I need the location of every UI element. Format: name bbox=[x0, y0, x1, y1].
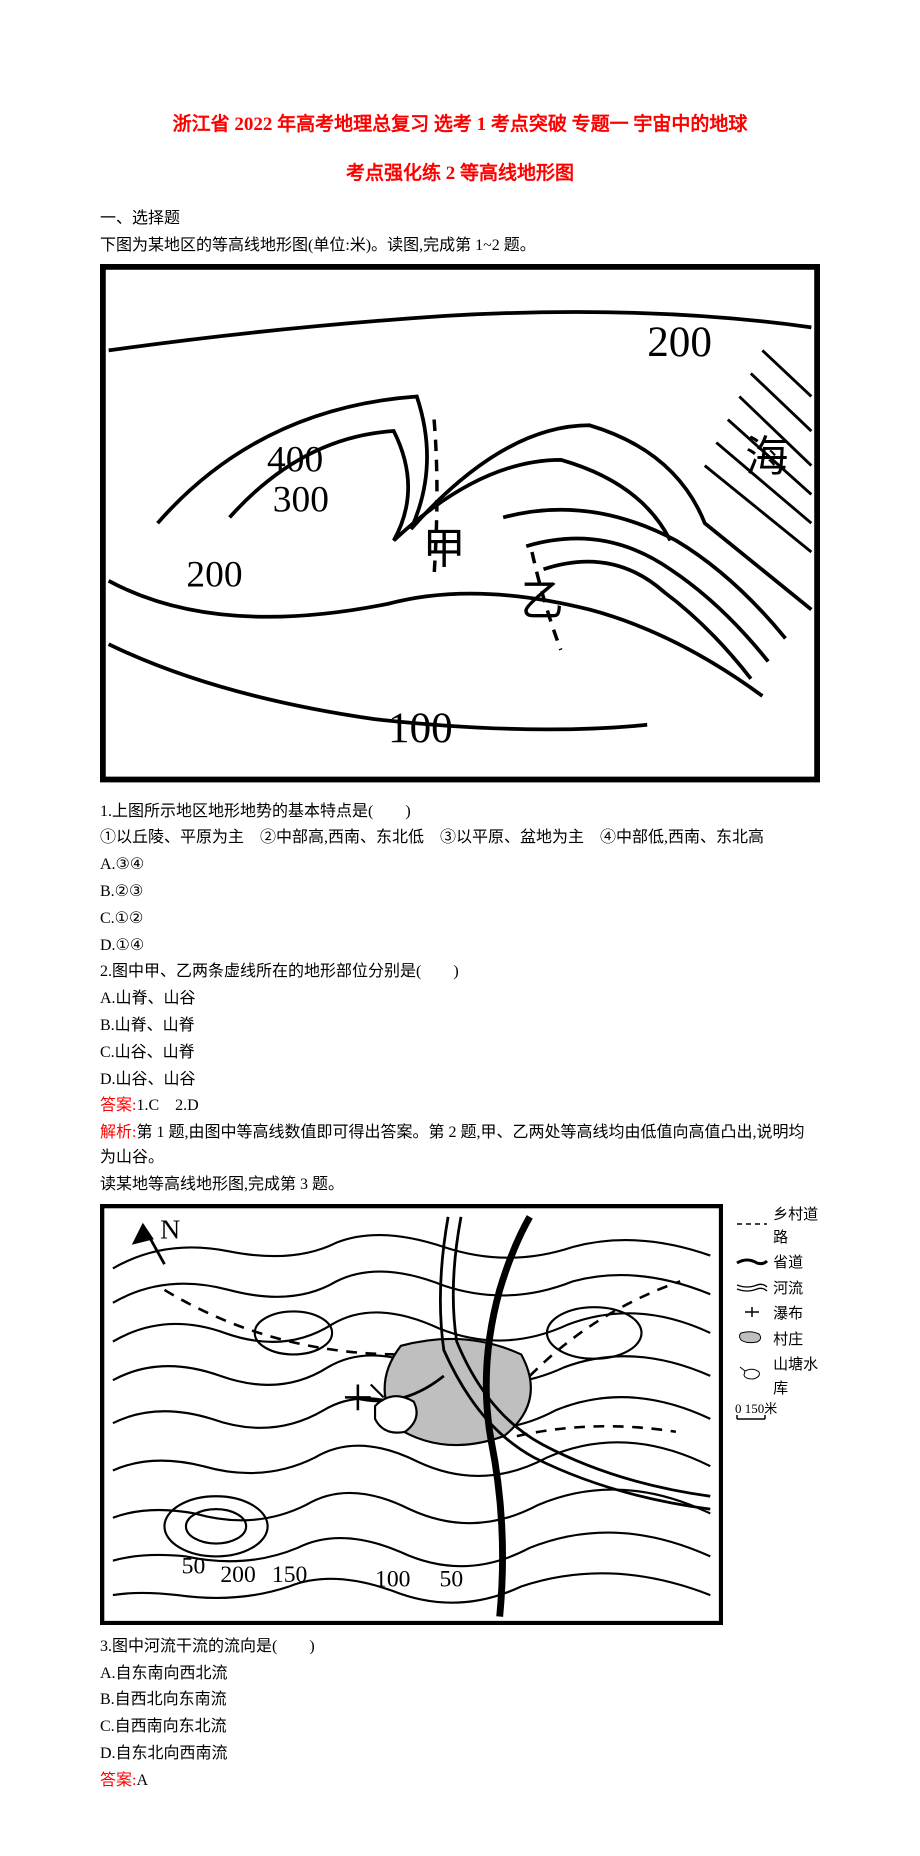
fig2-north: N bbox=[160, 1214, 180, 1245]
fig1-label-400: 400 bbox=[267, 440, 323, 481]
answer-3: 答案:A bbox=[100, 1769, 820, 1794]
fig1-label-hai: 海 bbox=[745, 435, 788, 482]
scale-bar-icon: 0 150米 bbox=[735, 1402, 807, 1431]
legend-row: 省道 bbox=[735, 1251, 820, 1276]
q1-opt-a: A.③④ bbox=[100, 853, 820, 878]
legend-scale: 0 150米 bbox=[735, 1402, 820, 1431]
svg-text:0 150米: 0 150米 bbox=[735, 1402, 777, 1416]
figure-2: N 50 200 150 100 50 乡村道路 省道 河流 bbox=[100, 1204, 820, 1625]
fig1-label-jia: 甲 bbox=[423, 527, 466, 574]
explain-text: 第 1 题,由图中等高线数值即可得出答案。第 2 题,甲、乙两处等高线均由低值向… bbox=[100, 1124, 804, 1166]
fig1-label-200b: 200 bbox=[186, 555, 242, 596]
q3-opt-b: B.自西北向东南流 bbox=[100, 1688, 820, 1713]
q1-opt-b: B.②③ bbox=[100, 880, 820, 905]
answer-12: 答案:1.C 2.D bbox=[100, 1094, 820, 1119]
intro-2: 读某地等高线地形图,完成第 3 题。 bbox=[100, 1173, 820, 1198]
q2-opt-a: A.山脊、山谷 bbox=[100, 987, 820, 1012]
legend-label: 瀑布 bbox=[773, 1303, 803, 1326]
answer-text: A bbox=[136, 1772, 148, 1789]
legend-label: 省道 bbox=[773, 1252, 803, 1275]
q2-opt-b: B.山脊、山脊 bbox=[100, 1014, 820, 1039]
fig1-label-100: 100 bbox=[388, 706, 453, 753]
reservoir-icon bbox=[735, 1365, 769, 1390]
legend-row: 瀑布 bbox=[735, 1303, 820, 1328]
q1-opt-c: C.①② bbox=[100, 907, 820, 932]
q3-opt-a: A.自东南向西北流 bbox=[100, 1662, 820, 1687]
fig2-c50a: 50 bbox=[182, 1553, 206, 1579]
explain-12: 解析:第 1 题,由图中等高线数值即可得出答案。第 2 题,甲、乙两处等高线均由… bbox=[100, 1121, 820, 1171]
q2-stem: 2.图中甲、乙两条虚线所在的地形部位分别是( ) bbox=[100, 960, 820, 985]
fig2-c200: 200 bbox=[220, 1562, 255, 1588]
solid-line-icon bbox=[735, 1251, 769, 1276]
legend-row: 村庄 bbox=[735, 1329, 820, 1354]
answer-label: 答案: bbox=[100, 1097, 136, 1114]
fig1-label-300: 300 bbox=[273, 480, 329, 521]
q3-opt-d: D.自东北向西南流 bbox=[100, 1742, 820, 1767]
title-sub: 考点强化练 2 等高线地形图 bbox=[100, 159, 820, 188]
river-icon bbox=[735, 1277, 769, 1302]
fig2-c100: 100 bbox=[375, 1566, 410, 1592]
fig2-c150: 150 bbox=[272, 1562, 307, 1588]
q3-stem: 3.图中河流干流的流向是( ) bbox=[100, 1635, 820, 1660]
figure-1: 200 400 300 200 100 甲 乙 海 bbox=[100, 264, 820, 791]
fig1-label-200a: 200 bbox=[647, 320, 712, 367]
explain-label: 解析: bbox=[100, 1124, 136, 1141]
q1-stem: 1.上图所示地区地形地势的基本特点是( ) bbox=[100, 800, 820, 825]
legend-row: 山塘水库 bbox=[735, 1354, 820, 1401]
legend-row: 乡村道路 bbox=[735, 1204, 820, 1251]
q2-opt-c: C.山谷、山脊 bbox=[100, 1041, 820, 1066]
answer-label: 答案: bbox=[100, 1772, 136, 1789]
fig1-label-yi: 乙 bbox=[520, 579, 563, 626]
legend-label: 山塘水库 bbox=[773, 1354, 820, 1401]
fig2-c50b: 50 bbox=[440, 1566, 464, 1592]
q3-opt-c: C.自西南向东北流 bbox=[100, 1715, 820, 1740]
legend-label: 河流 bbox=[773, 1278, 803, 1301]
legend-label: 村庄 bbox=[773, 1329, 803, 1352]
waterfall-icon bbox=[735, 1303, 769, 1328]
section-header: 一、选择题 bbox=[100, 207, 820, 232]
village-icon bbox=[735, 1329, 769, 1354]
q1-items: ①以丘陵、平原为主 ②中部高,西南、东北低 ③以平原、盆地为主 ④中部低,西南、… bbox=[100, 826, 820, 851]
answer-text: 1.C 2.D bbox=[136, 1097, 198, 1114]
title-main: 浙江省 2022 年高考地理总复习 选考 1 考点突破 专题一 宇宙中的地球 bbox=[100, 110, 820, 139]
q2-opt-d: D.山谷、山谷 bbox=[100, 1068, 820, 1093]
legend-row: 河流 bbox=[735, 1277, 820, 1302]
intro-1: 下图为某地区的等高线地形图(单位:米)。读图,完成第 1~2 题。 bbox=[100, 234, 820, 259]
dashed-line-icon bbox=[735, 1214, 769, 1239]
q1-opt-d: D.①④ bbox=[100, 934, 820, 959]
legend-label: 乡村道路 bbox=[773, 1204, 820, 1251]
